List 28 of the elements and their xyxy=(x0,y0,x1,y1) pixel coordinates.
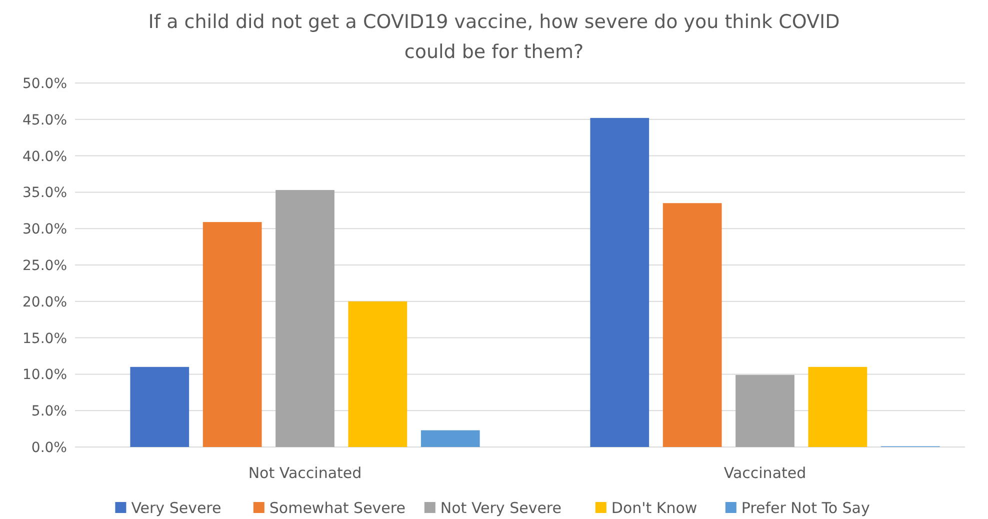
y-tick-label: 40.0% xyxy=(22,148,67,165)
y-tick-label: 0.0% xyxy=(31,440,67,456)
bar xyxy=(420,430,480,447)
legend-label: Very Severe xyxy=(131,499,222,517)
x-tick-label: Not Vaccinated xyxy=(248,464,362,482)
y-tick-label: 30.0% xyxy=(22,222,67,238)
legend-label: Prefer Not To Say xyxy=(741,499,870,517)
bar xyxy=(736,374,794,447)
bar xyxy=(348,301,408,447)
y-tick-label: 5.0% xyxy=(31,404,67,420)
y-tick-label: 50.0% xyxy=(22,76,67,92)
bar xyxy=(202,222,262,447)
bar xyxy=(808,366,868,447)
bar xyxy=(590,118,650,447)
y-tick-label: 10.0% xyxy=(22,367,67,384)
x-tick-label: Vaccinated xyxy=(724,464,806,482)
bar xyxy=(276,190,334,447)
bar xyxy=(130,366,190,447)
y-tick-label: 15.0% xyxy=(22,330,67,347)
legend-label: Somewhat Severe xyxy=(269,499,406,517)
y-tick-label: 45.0% xyxy=(22,112,67,128)
chart-title: If a child did not get a COVID19 vaccine, how severe do you think COVID could be for them? xyxy=(148,11,840,63)
bar xyxy=(662,203,722,447)
y-tick-label: 25.0% xyxy=(22,258,67,274)
legend-label: Don't Know xyxy=(611,499,698,517)
legend-label: Not Very Severe xyxy=(440,499,562,517)
y-tick-label: 35.0% xyxy=(22,185,67,202)
y-tick-label: 20.0% xyxy=(22,294,67,310)
